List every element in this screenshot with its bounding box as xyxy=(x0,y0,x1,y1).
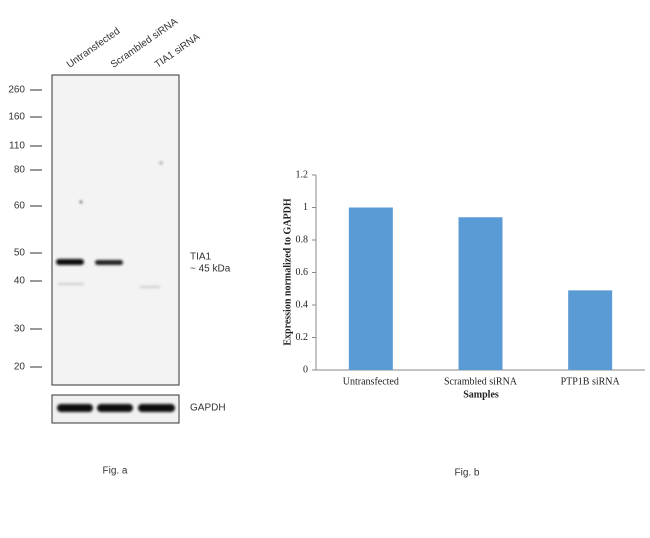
band xyxy=(97,404,133,412)
band-label: TIA1 xyxy=(190,252,212,263)
gapdh-label: GAPDH xyxy=(190,403,226,414)
marker-label: 60 xyxy=(14,201,26,212)
band xyxy=(56,259,84,265)
y-axis-title: Expression normalized to GAPDH xyxy=(282,198,293,346)
y-tick-label: 0.6 xyxy=(296,267,309,278)
x-tick-label: Untransfected xyxy=(343,376,399,387)
bar xyxy=(348,207,393,370)
bands xyxy=(56,161,175,412)
marker-label: 40 xyxy=(14,276,26,287)
band xyxy=(138,404,175,412)
marker-label: 110 xyxy=(9,141,25,152)
y-tick-label: 1.2 xyxy=(296,169,309,180)
y-tick-label: 0.2 xyxy=(296,332,309,343)
marker-label: 30 xyxy=(14,324,26,335)
y-tick-label: 0 xyxy=(303,364,308,375)
band xyxy=(58,283,84,285)
x-tick-label: Scrambled siRNA xyxy=(444,376,518,387)
band xyxy=(57,404,93,412)
marker-label: 20 xyxy=(14,362,26,373)
band xyxy=(95,260,123,265)
marker-label: 260 xyxy=(8,85,25,96)
x-tick-label: PTP1B siRNA xyxy=(561,376,621,387)
marker-label: 160 xyxy=(8,112,25,123)
speck xyxy=(159,161,163,165)
y-tick-label: 0.4 xyxy=(296,299,309,310)
band xyxy=(140,286,160,288)
y-tick-label: 0.8 xyxy=(296,234,309,245)
band-size: ~ 45 kDa xyxy=(190,264,231,275)
marker-label: 80 xyxy=(14,165,26,176)
bar xyxy=(458,217,503,370)
y-tick-label: 1 xyxy=(303,202,308,213)
marker-label: 50 xyxy=(14,248,26,259)
bar xyxy=(568,290,613,370)
speck xyxy=(79,200,83,204)
x-axis-title: Samples xyxy=(463,389,499,400)
blot-membrane xyxy=(51,74,180,386)
caption: Fig. a xyxy=(102,466,127,477)
caption: Fig. b xyxy=(454,468,479,479)
